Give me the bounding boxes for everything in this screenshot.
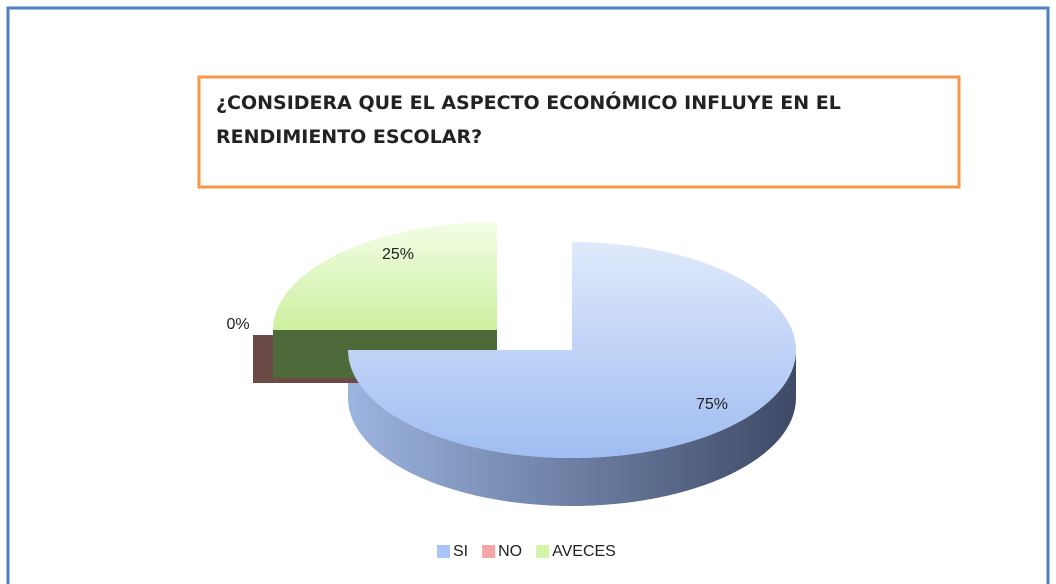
legend-label: AVECES <box>552 543 616 560</box>
slice <box>348 242 796 458</box>
slice-tops <box>273 222 796 458</box>
legend-label: SI <box>453 543 468 560</box>
legend-swatch <box>482 545 496 558</box>
data-label: 75% <box>696 396 728 413</box>
slice <box>273 222 497 330</box>
legend-swatch <box>437 545 450 558</box>
pie: 75% 0% 25% <box>226 222 796 506</box>
title-box <box>197 75 961 189</box>
slice-wall <box>348 350 796 506</box>
data-label: 0% <box>226 316 249 333</box>
chart-title: ¿CONSIDERA QUE EL ASPECTO ECONÓMICO INFL… <box>216 92 841 148</box>
title-wrap: ¿CONSIDERA QUE EL ASPECTO ECONÓMICO INFL… <box>216 92 841 148</box>
data-label: 25% <box>382 246 414 263</box>
legend: SI NO AVECES <box>437 543 616 560</box>
legend-swatch <box>536 545 550 558</box>
legend-label: NO <box>498 543 522 560</box>
